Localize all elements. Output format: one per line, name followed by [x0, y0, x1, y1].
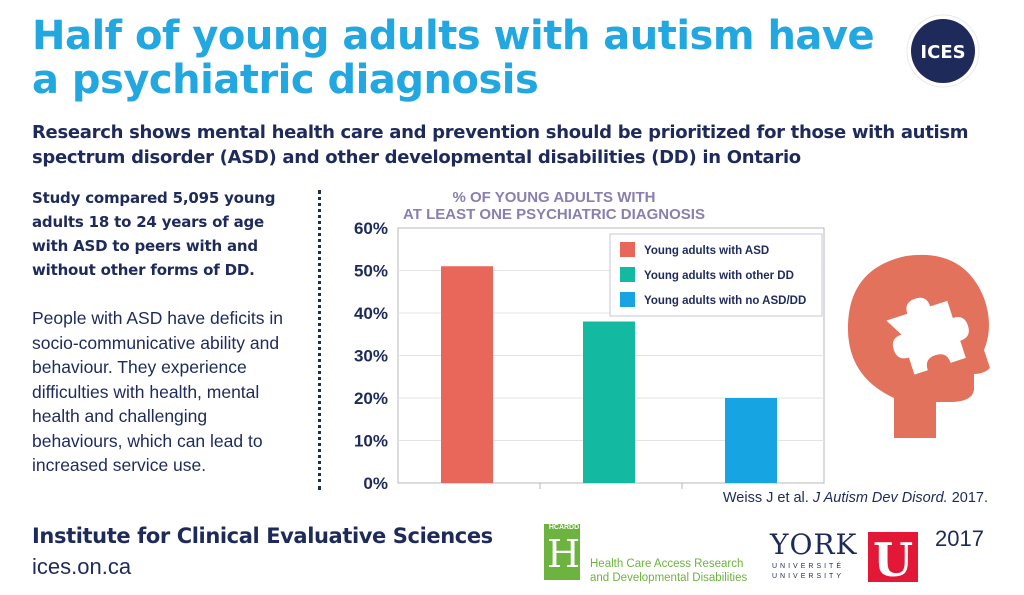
bar-3 — [725, 398, 777, 483]
legend: Young adults with ASD Young adults with o… — [609, 233, 823, 317]
page-subtitle: Research shows mental health care and pr… — [32, 122, 969, 168]
y-tick-labels: 0% 10% 20% 30% 40% 50% 60% — [354, 219, 388, 493]
asd-description: People with ASD have deficits in socio-c… — [32, 308, 283, 475]
bar-1 — [441, 266, 493, 483]
york-wordmark: YORK — [770, 528, 858, 561]
y-tick-label: 10% — [354, 432, 388, 451]
legend-swatch — [620, 267, 635, 282]
y-tick-label: 60% — [354, 219, 388, 238]
chart-title-line1: % OF YOUNG ADULTS WITH — [452, 189, 655, 206]
legend-label: Young adults with no ASD/DD — [644, 295, 806, 307]
citation-authors: Weiss J et al. — [722, 490, 813, 506]
york-u-letter: U — [873, 533, 913, 582]
hcardd-line2: and Developmental Disabilities — [590, 572, 748, 584]
legend-swatch — [620, 242, 635, 257]
head-puzzle-icon — [847, 254, 990, 438]
hcardd-line1: Health Care Access Research — [590, 558, 744, 570]
hcardd-logo-mark: HCARDD H — [544, 524, 580, 580]
legend-box — [609, 233, 823, 317]
citation-journal: J Autism Dev Disord. — [812, 490, 948, 506]
y-tick-label: 40% — [354, 304, 388, 323]
dotted-divider — [318, 190, 321, 490]
legend-swatch — [620, 292, 635, 307]
puzzle-piece-icon — [886, 297, 969, 375]
bar-chart: % OF YOUNG ADULTS WITH AT LEAST ONE PSYC… — [354, 189, 825, 493]
york-u-mark: U — [868, 532, 918, 582]
y-tick-label: 20% — [354, 389, 388, 408]
footer-year: 2017 — [935, 526, 984, 551]
hcardd-tag: HCARDD — [548, 524, 580, 531]
y-tick-label: 50% — [354, 262, 388, 281]
bar-2 — [583, 321, 635, 483]
legend-label: Young adults with other DD — [644, 270, 794, 282]
hcardd-letter: H — [547, 532, 581, 576]
york-universite: UNIVERSITÉ — [772, 563, 845, 570]
citation: Weiss J et al. J Autism Dev Disord. 2017… — [723, 490, 988, 506]
y-tick-label: 0% — [363, 474, 388, 493]
page-title: Half of young adults with autism have a … — [32, 13, 875, 103]
citation-year: 2017. — [947, 490, 988, 506]
bars — [441, 266, 777, 489]
legend-label: Young adults with ASD — [644, 245, 769, 257]
york-university-logo: YORK UNIVERSITÉ UNIVERSITY U — [770, 528, 918, 584]
chart-title-line2: AT LEAST ONE PSYCHIATRIC DIAGNOSIS — [403, 206, 705, 223]
footer-organization: Institute for Clinical Evaluative Scienc… — [32, 524, 493, 548]
y-tick-label: 30% — [354, 347, 388, 366]
york-university: UNIVERSITY — [772, 573, 845, 580]
hcardd-logo: HCARDD H Health Care Access Research and… — [544, 522, 774, 584]
footer-url[interactable]: ices.on.ca — [32, 554, 132, 579]
ices-logo: ICES — [906, 14, 980, 88]
study-summary: Study compared 5,095 young adults 18 to … — [32, 189, 276, 279]
ices-logo-text: ICES — [920, 42, 965, 63]
